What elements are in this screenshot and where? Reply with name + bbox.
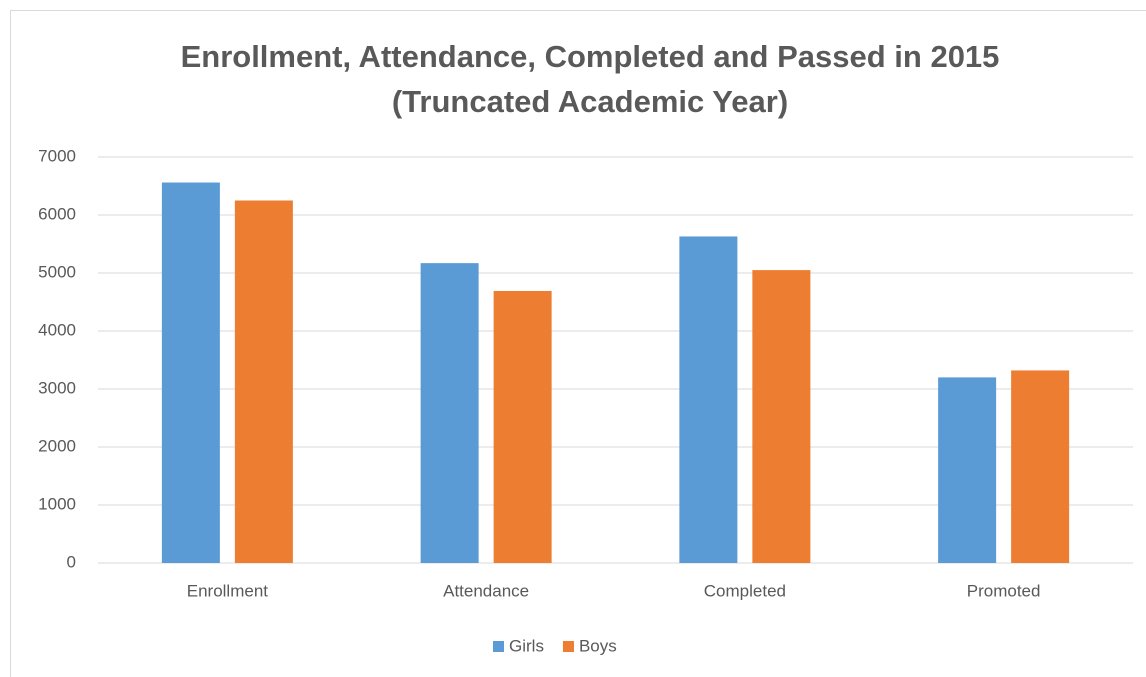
y-tick-label: 3000	[38, 378, 76, 397]
y-tick-label: 5000	[38, 262, 76, 281]
legend-label: Girls	[509, 636, 544, 655]
bar	[493, 290, 552, 563]
bar	[679, 236, 738, 563]
legend-swatch	[493, 641, 504, 652]
x-tick-label: Attendance	[443, 581, 529, 600]
bar	[752, 270, 811, 563]
y-tick-label: 7000	[38, 146, 76, 165]
y-tick-label: 4000	[38, 320, 76, 339]
bar	[420, 263, 479, 563]
y-tick-label: 6000	[38, 204, 76, 223]
x-tick-label: Completed	[704, 581, 786, 600]
y-tick-label: 2000	[38, 436, 76, 455]
y-tick-label: 1000	[38, 494, 76, 513]
x-tick-label: Enrollment	[187, 581, 269, 600]
bar	[161, 182, 220, 563]
chart-subtitle: (Truncated Academic Year)	[392, 84, 788, 119]
chart-title: Enrollment, Attendance, Completed and Pa…	[181, 39, 1000, 74]
bar	[1011, 370, 1070, 563]
bar	[938, 377, 997, 563]
bar	[234, 200, 293, 563]
y-tick-label: 0	[67, 552, 76, 571]
x-tick-label: Promoted	[967, 581, 1041, 600]
legend-swatch	[562, 641, 574, 652]
legend-label: Boys	[579, 636, 617, 655]
